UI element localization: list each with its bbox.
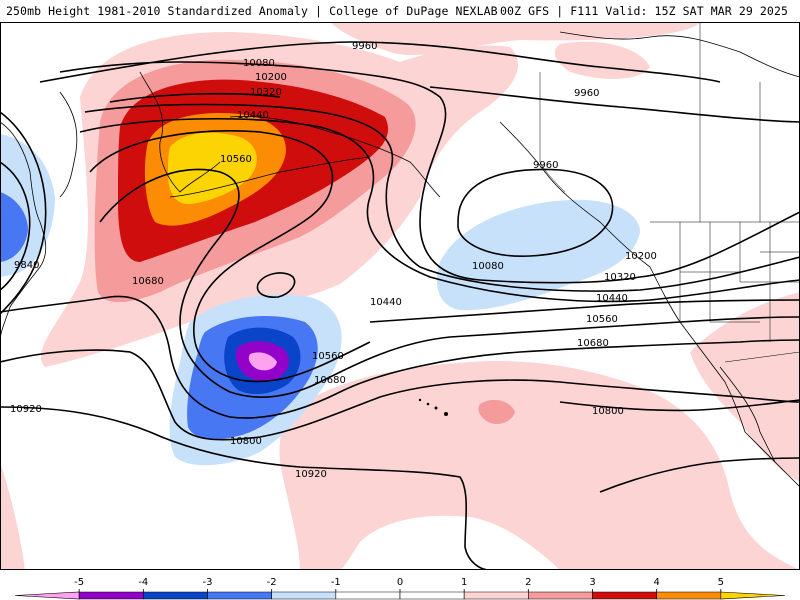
colorbar-bin-p5: [720, 591, 786, 600]
anomaly-pos1-baja: [690, 292, 800, 482]
contour-label: 10560: [586, 314, 618, 325]
anomaly-neg5: [248, 352, 277, 371]
contour-10680: [0, 295, 800, 419]
colorbar-bin-p3: [592, 591, 657, 600]
island-b: [426, 402, 430, 406]
contour-10320: [79, 117, 800, 303]
contour-label: 10560: [312, 351, 344, 362]
contour-9960-mid: [429, 86, 800, 123]
contour-10440-east: [369, 299, 800, 323]
colorbar-bin-n2: [207, 591, 272, 600]
colorbar-ticks: -5 -4 -3 -2 -1 0 1 2 3 4 5: [74, 577, 724, 592]
contour-10800: [0, 349, 800, 441]
contour-label: 9960: [352, 41, 377, 52]
colorbar-tick-label: -4: [138, 577, 148, 588]
island-d: [444, 412, 448, 416]
anomaly-neg2-west: [0, 192, 28, 262]
contour-label: 10560: [220, 154, 252, 165]
contour-label: 10320: [250, 87, 282, 98]
state-line-2: [709, 222, 760, 323]
colorbar-tick-label: -5: [74, 577, 84, 588]
contour-label: 10800: [592, 406, 624, 417]
contour-9960-north: [39, 41, 721, 83]
colorbar: -5 -4 -3 -2 -1 0 1 2 3 4 5: [14, 577, 786, 600]
anomaly-pos1-west-edge: [0, 462, 25, 570]
anomaly-pos2-hawaii: [478, 399, 515, 424]
coast-arctic-islands: [559, 31, 800, 78]
colorbar-bin-z1: [335, 591, 401, 600]
contour-label: 10080: [243, 58, 275, 69]
anomaly-pos1-arctic: [330, 22, 700, 55]
colorbar-bin-p1: [463, 591, 529, 600]
coast-alaska-west: [139, 71, 221, 193]
contour-label: 10320: [604, 272, 636, 283]
colorbar-bin-p4: [656, 591, 722, 600]
contour-label: 9840: [14, 260, 39, 271]
contour-label: 10680: [577, 338, 609, 349]
contour-10080-inner: [109, 92, 281, 103]
colorbar-bin-n4: [78, 591, 144, 600]
colorbar-tick-label: 0: [397, 577, 403, 588]
coast-kamchatka: [59, 91, 78, 198]
border-alaska-canada: [539, 72, 566, 193]
island-c: [434, 406, 438, 410]
contour-label: 9960: [533, 160, 558, 171]
coast-bc: [499, 121, 651, 268]
colorbar-tick-label: 3: [589, 577, 595, 588]
colorbar-bin-n5: [14, 591, 80, 600]
map-panel: 9960 9960 9960 10080 10200 10320 10440 1…: [0, 22, 800, 570]
contour-10440-loop: [89, 130, 371, 383]
contour-label: 10200: [625, 251, 657, 262]
anomaly-pos1-subtropics: [279, 361, 800, 570]
coast-alaska-south: [229, 116, 441, 198]
contour-label: 10440: [237, 110, 269, 121]
colorbar-bin-n1: [271, 591, 337, 600]
island-a: [418, 398, 422, 402]
contour-label: 10800: [230, 436, 262, 447]
contour-label: 10080: [472, 261, 504, 272]
model-run-info: 00Z GFS | F111 Valid: 15Z SAT MAR 29 202…: [500, 4, 788, 18]
colorbar-tick-label: -2: [267, 577, 277, 588]
colorbar-bin-n3: [143, 591, 208, 600]
contour-9960-west: [0, 111, 47, 315]
anomaly-shading: [0, 22, 800, 570]
contour-label: 10440: [596, 293, 628, 304]
contour-9960-closed: [457, 168, 614, 257]
contour-label: 10200: [255, 72, 287, 83]
coast-baja: [719, 366, 776, 463]
hawaiian-islands: [418, 398, 448, 416]
contour-label: 10680: [132, 276, 164, 287]
colorbar-bin-p2: [528, 591, 593, 600]
coast-mexico: [744, 431, 800, 488]
title-bar: 250mb Height 1981-2010 Standardized Anom…: [0, 0, 800, 22]
contour-labels: 9960 9960 9960 10080 10200 10320 10440 1…: [10, 41, 657, 480]
colorbar-tick-label: 5: [718, 577, 724, 588]
map-title: 250mb Height 1981-2010 Standardized Anom…: [6, 4, 498, 18]
contour-9840: [0, 161, 31, 291]
colorbar-tick-label: -1: [331, 577, 341, 588]
contour-10920: [0, 406, 491, 570]
contour-10560: [99, 168, 800, 398]
contour-label: 10920: [295, 469, 327, 480]
contour-label: 10920: [10, 404, 42, 415]
contour-label: 9960: [574, 88, 599, 99]
height-contours: [0, 41, 800, 570]
colorbar-tick-label: 4: [653, 577, 659, 588]
colorbar-tick-label: 1: [461, 577, 467, 588]
border-us-mexico: [724, 351, 800, 363]
colorbar-bins: [14, 591, 786, 600]
contour-10800-east: [559, 399, 800, 412]
contour-10200: [84, 103, 800, 292]
contour-label: 10680: [314, 375, 346, 386]
colorbar-tick-label: 2: [525, 577, 531, 588]
colorbar-tick-label: -3: [203, 577, 213, 588]
contour-10080-outer: [59, 61, 800, 284]
contour-closed-low: [256, 272, 296, 298]
contour-10920-east: [599, 457, 800, 493]
contour-label: 10440: [370, 297, 402, 308]
colorbar-bin-z2: [399, 591, 465, 600]
coast-aleutians: [169, 156, 371, 198]
